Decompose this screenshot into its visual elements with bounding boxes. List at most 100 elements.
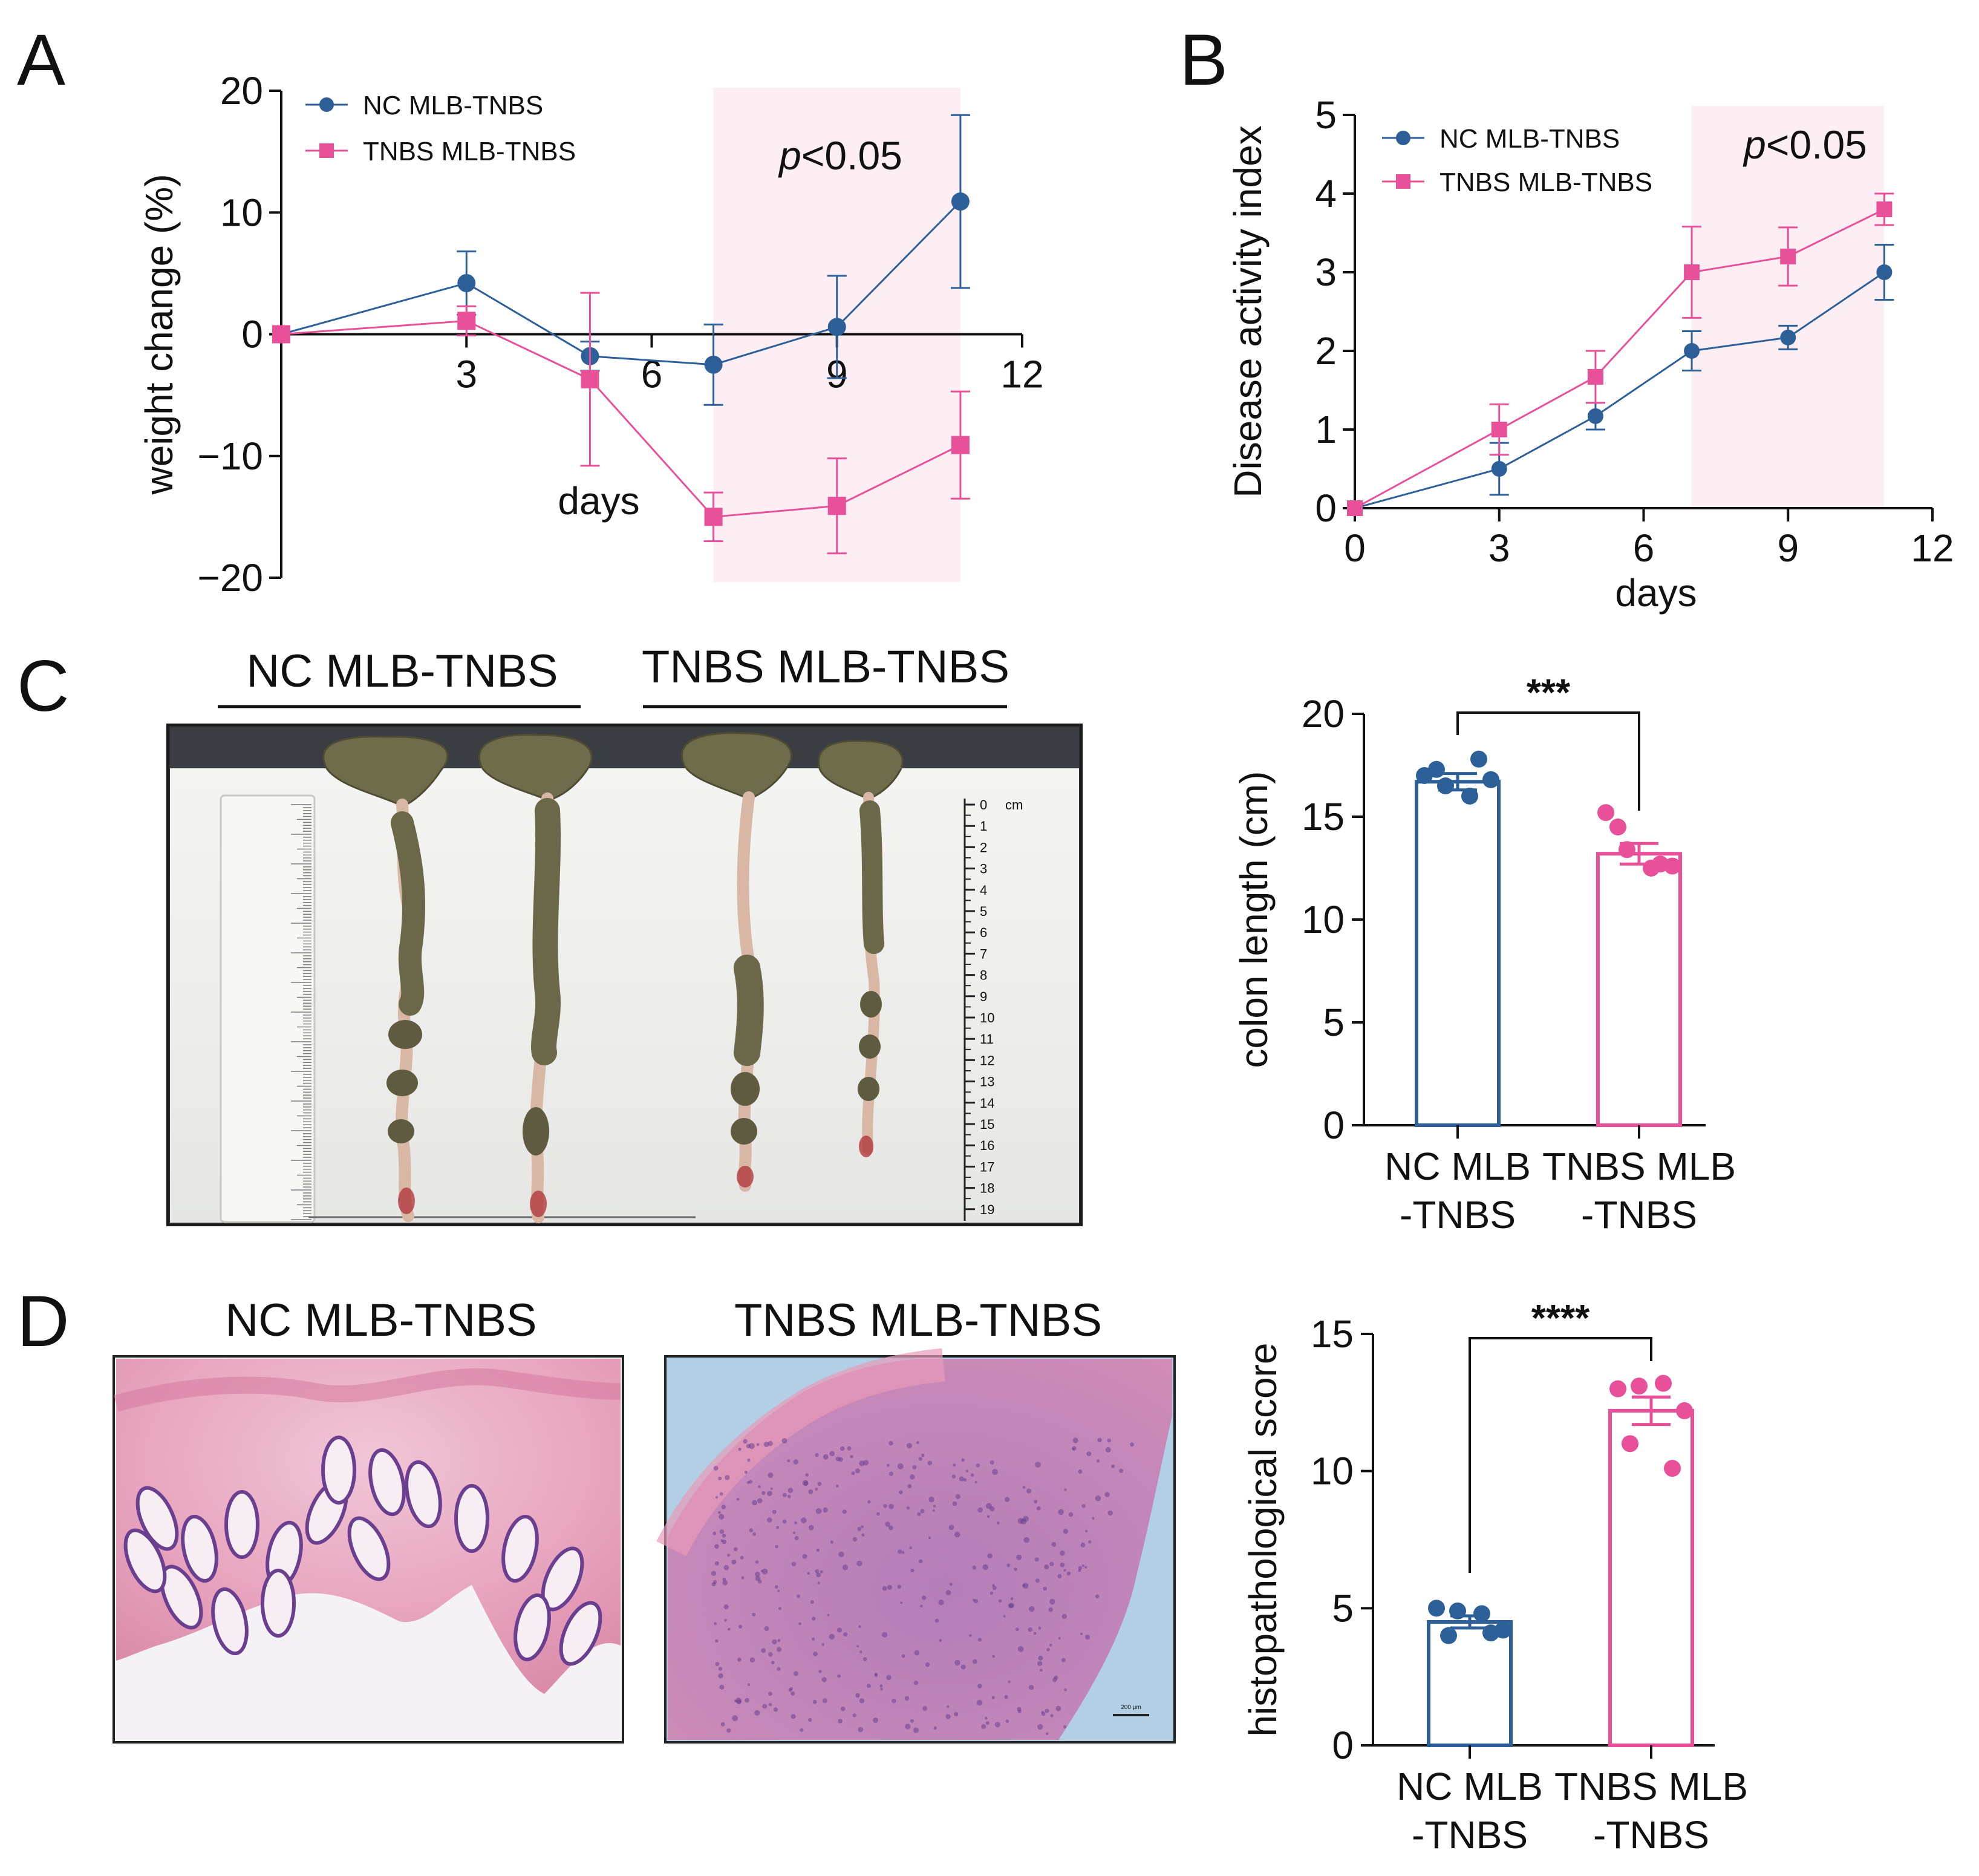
data-point <box>951 192 970 211</box>
cell-nucleus <box>760 1569 763 1572</box>
cell-nucleus <box>840 1446 845 1451</box>
cell-nucleus <box>714 1544 719 1549</box>
cell-nucleus <box>977 1684 982 1688</box>
cell-nucleus <box>1016 1627 1019 1631</box>
cell-nucleus <box>813 1652 818 1656</box>
cell-nucleus <box>829 1633 835 1640</box>
bar-group-nc <box>1415 750 1501 1139</box>
cell-nucleus <box>883 1504 887 1508</box>
data-point <box>1473 1605 1490 1623</box>
ruler-tick-label: 4 <box>980 883 987 898</box>
cell-nucleus <box>1085 1635 1091 1640</box>
ruler-tick-label: 12 <box>980 1053 994 1068</box>
data-point <box>1437 777 1454 794</box>
cell-nucleus <box>719 1514 725 1520</box>
category-label: -TNBS <box>1400 1193 1516 1237</box>
cell-nucleus <box>847 1446 852 1451</box>
data-point <box>1622 1435 1638 1453</box>
cell-nucleus <box>949 1583 953 1586</box>
left-ruler-ticks <box>291 804 311 1220</box>
cell-nucleus <box>969 1634 972 1637</box>
cell-nucleus <box>798 1622 801 1626</box>
cell-nucleus <box>816 1572 821 1578</box>
cell-nucleus <box>777 1639 781 1642</box>
cell-nucleus <box>738 1624 743 1629</box>
data-point <box>1876 201 1893 217</box>
cell-nucleus <box>777 1667 781 1671</box>
cell-nucleus <box>818 1670 822 1673</box>
cell-nucleus <box>934 1618 939 1623</box>
crypt <box>211 1587 249 1656</box>
cell-nucleus <box>1036 1506 1041 1511</box>
cell-nucleus <box>817 1482 822 1486</box>
cell-nucleus <box>880 1687 883 1691</box>
y-tick-label: 5 <box>1315 93 1337 137</box>
ruler-tick-label: 14 <box>980 1096 994 1111</box>
cell-nucleus <box>782 1492 787 1497</box>
cell-nucleus <box>1095 1495 1101 1502</box>
cell-nucleus <box>1063 1529 1069 1534</box>
cell-nucleus <box>948 1525 954 1531</box>
ruler-tick-label: 13 <box>980 1074 994 1090</box>
cell-nucleus <box>900 1601 903 1604</box>
cell-nucleus <box>1004 1497 1010 1502</box>
data-point <box>581 370 599 388</box>
cell-nucleus <box>1119 1468 1124 1473</box>
y-tick-label: 2 <box>1315 329 1337 373</box>
cell-nucleus <box>939 1639 942 1642</box>
cell-nucleus <box>859 1650 862 1653</box>
y-tick-label: 10 <box>1311 1449 1354 1493</box>
ruler-tick-label: 6 <box>980 925 987 940</box>
cell-nucleus <box>1105 1447 1111 1453</box>
cell-nucleus <box>963 1478 967 1482</box>
crypt <box>321 1436 356 1505</box>
crypt <box>559 1601 602 1666</box>
colon-specimen-3 <box>680 732 792 1192</box>
data-point <box>1631 1378 1648 1395</box>
cell-nucleus <box>778 1607 782 1610</box>
cell-nucleus <box>981 1724 986 1729</box>
cell-nucleus <box>998 1599 1002 1603</box>
cell-nucleus <box>741 1576 745 1580</box>
panel-label-c: C <box>17 645 70 727</box>
y-tick-label: 20 <box>220 69 263 113</box>
category-label: -TNBS <box>1412 1813 1528 1857</box>
cell-nucleus <box>960 1664 966 1670</box>
cell-nucleus <box>856 1645 859 1648</box>
cell-nucleus <box>755 1571 760 1577</box>
cell-nucleus <box>1064 1488 1067 1491</box>
cell-nucleus <box>886 1463 890 1467</box>
cell-nucleus <box>719 1492 723 1496</box>
cell-nucleus <box>735 1698 742 1704</box>
cell-nucleus <box>856 1560 862 1567</box>
cell-nucleus <box>1006 1563 1011 1567</box>
cell-nucleus <box>972 1659 977 1664</box>
ruler-tick-label: 3 <box>980 861 987 877</box>
cell-nucleus <box>842 1564 849 1570</box>
cell-nucleus <box>888 1503 894 1509</box>
cell-nucleus <box>1017 1518 1024 1525</box>
cell-nucleus <box>1017 1646 1024 1652</box>
cell-nucleus <box>823 1454 829 1460</box>
cell-nucleus <box>861 1525 864 1529</box>
series-tnbs <box>1347 192 1894 516</box>
photo-group-label-tnbs: TNBS MLB-TNBS <box>642 641 1009 693</box>
cell-nucleus <box>812 1699 817 1704</box>
cell-nucleus <box>913 1681 919 1685</box>
legend-label: NC MLB-TNBS <box>1439 124 1620 154</box>
ruler-unit-label: cm <box>1005 797 1023 812</box>
cell-nucleus <box>1078 1566 1083 1570</box>
cell-nucleus <box>720 1722 725 1727</box>
cell-nucleus <box>713 1466 719 1471</box>
cell-nucleus <box>920 1604 923 1608</box>
cell-nucleus <box>755 1560 759 1564</box>
y-tick-label: 10 <box>1302 898 1345 941</box>
crypt <box>454 1484 489 1553</box>
cell-nucleus <box>728 1627 731 1631</box>
cell-nucleus <box>740 1555 744 1560</box>
cell-nucleus <box>767 1491 772 1497</box>
cell-nucleus <box>763 1442 769 1447</box>
cell-nucleus <box>1080 1542 1086 1548</box>
cell-nucleus <box>874 1673 878 1677</box>
cell-nucleus <box>985 1721 989 1725</box>
